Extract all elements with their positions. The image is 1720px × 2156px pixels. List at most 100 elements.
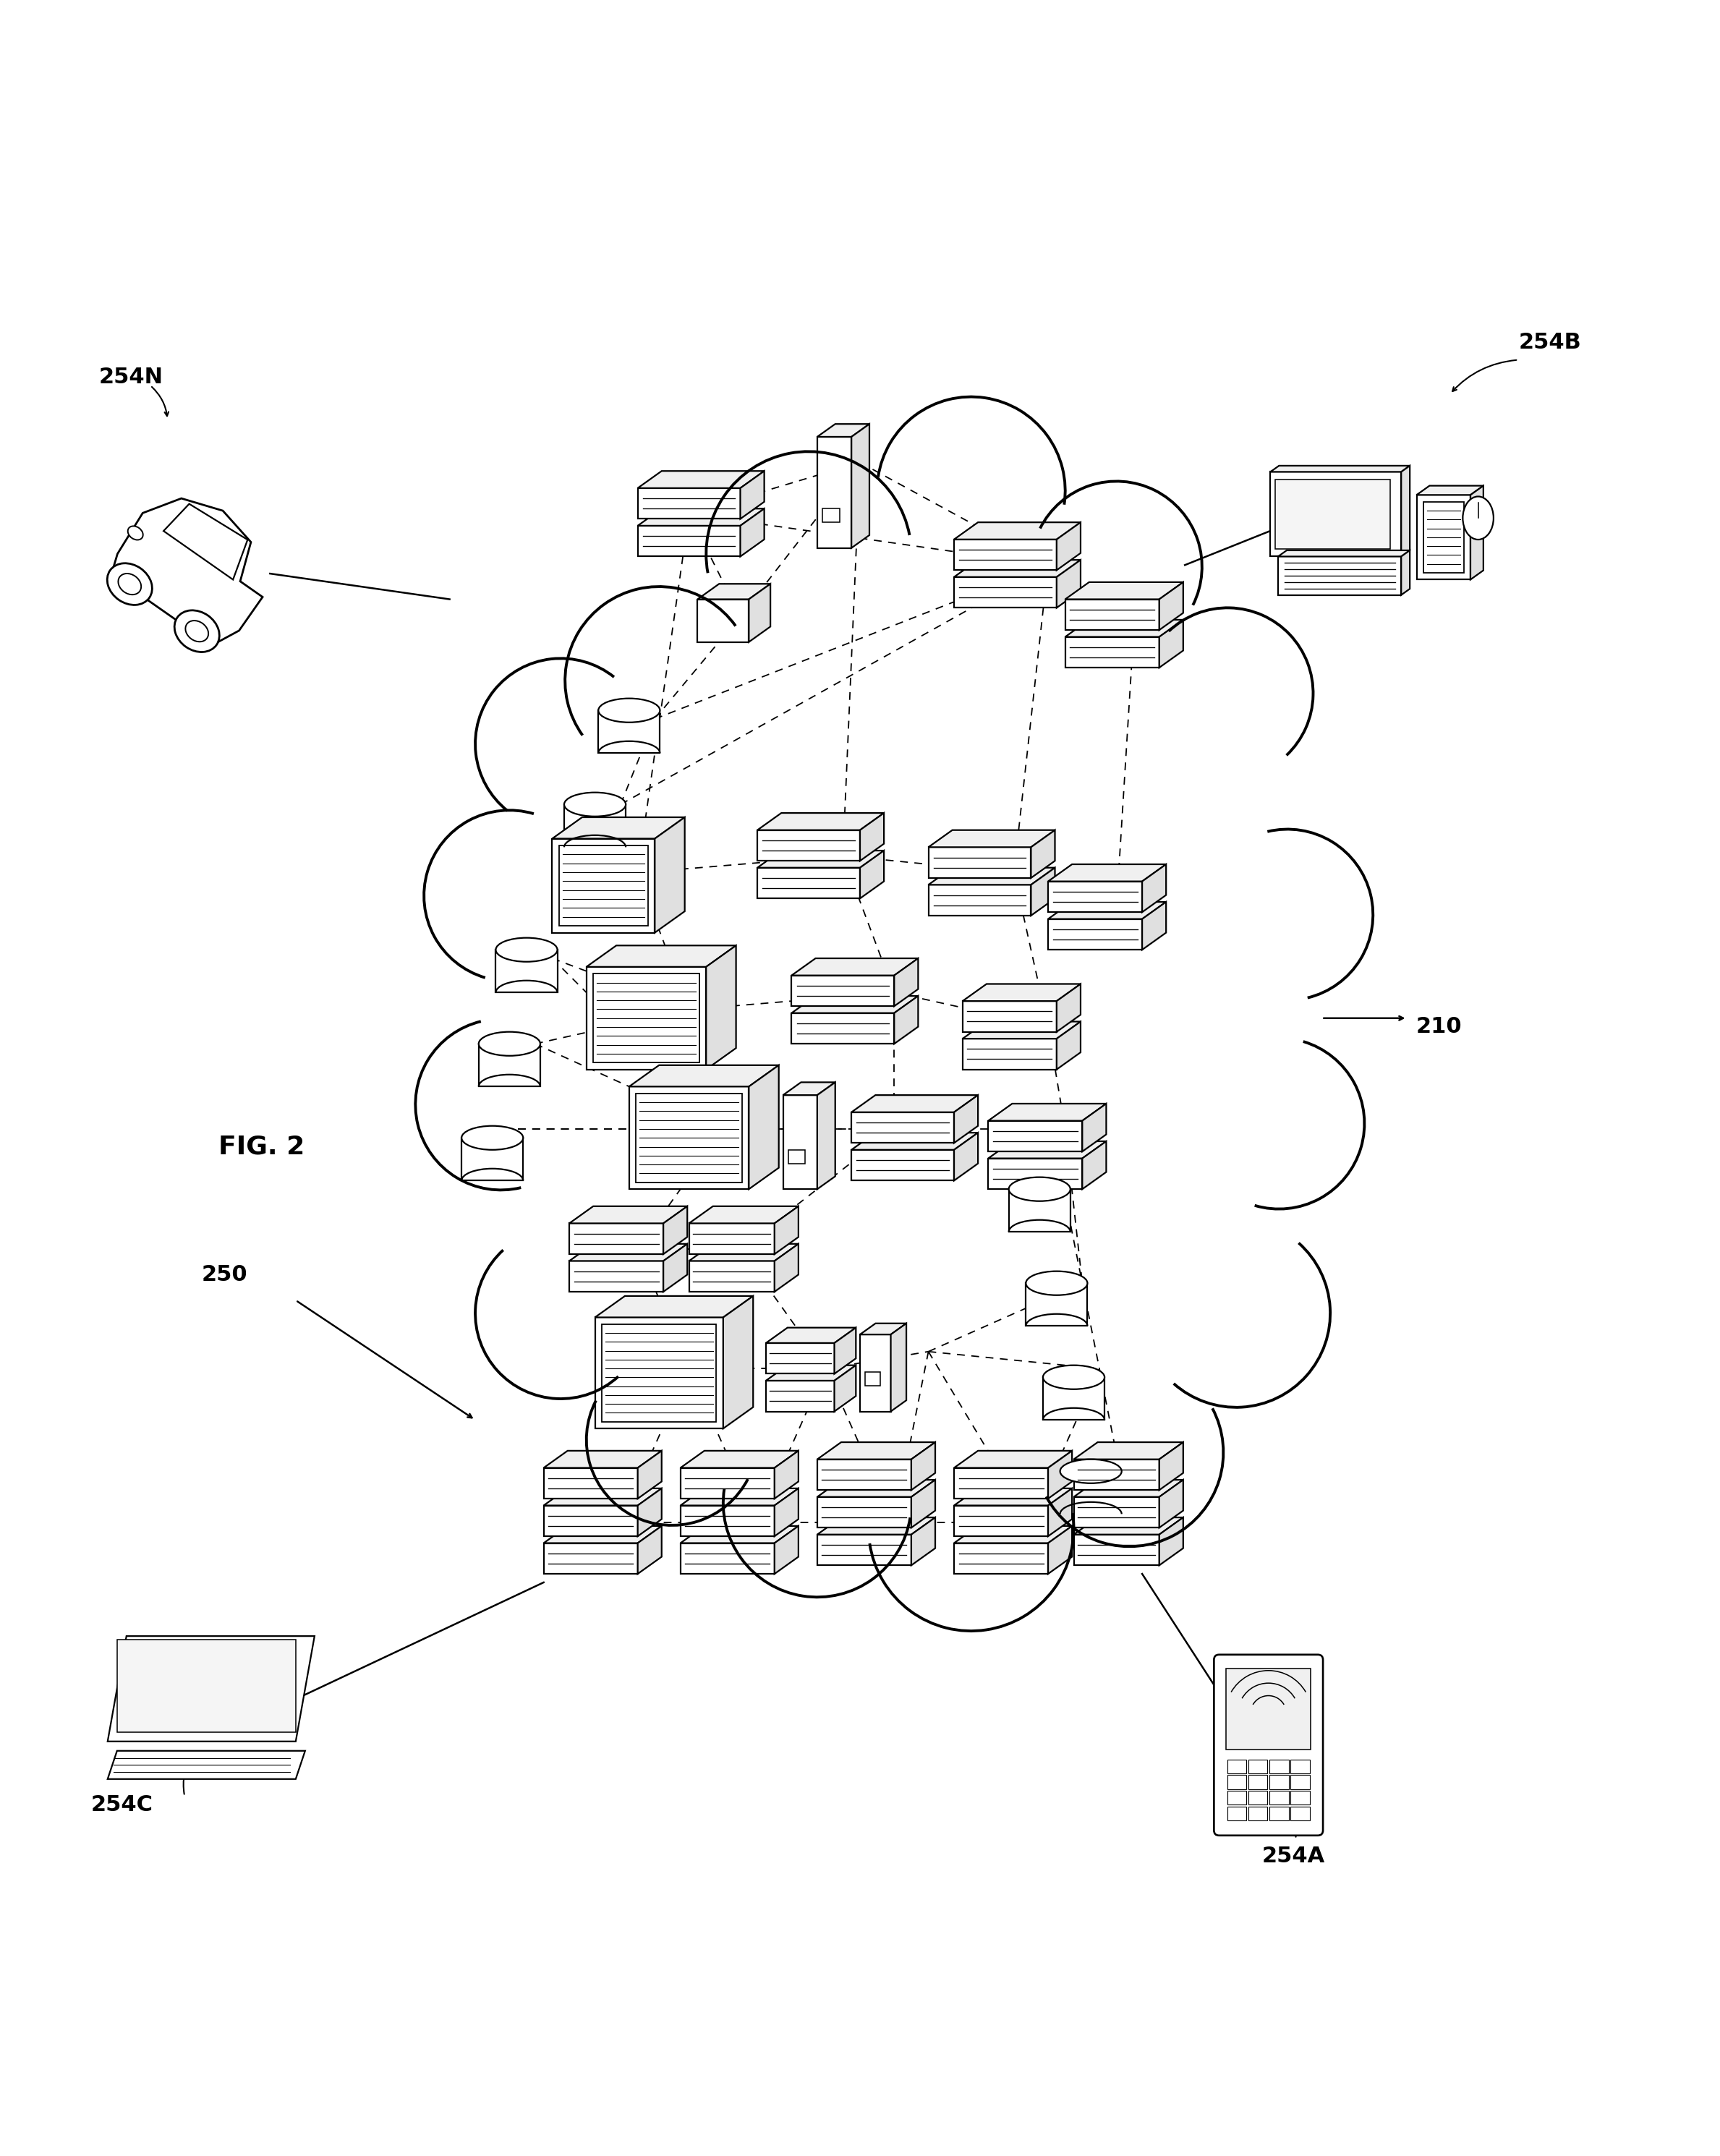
Polygon shape [783,1095,817,1190]
Polygon shape [851,1149,955,1181]
Bar [1226,1774,1247,1789]
Text: 250: 250 [201,1263,248,1285]
Polygon shape [630,1087,748,1190]
Polygon shape [1056,522,1080,569]
Polygon shape [929,867,1054,884]
Polygon shape [955,578,1056,608]
Polygon shape [791,1013,894,1044]
Polygon shape [1142,865,1166,912]
Polygon shape [1142,901,1166,951]
Polygon shape [851,1132,979,1149]
Polygon shape [740,470,764,520]
Polygon shape [765,1380,834,1412]
Polygon shape [955,1451,1072,1468]
Polygon shape [1056,561,1080,608]
Polygon shape [108,1751,304,1779]
Polygon shape [1047,1488,1072,1537]
Bar [1290,1792,1309,1805]
Polygon shape [765,1343,834,1373]
Text: FIG. 2: FIG. 2 [218,1134,304,1158]
Polygon shape [722,1296,753,1429]
Polygon shape [1402,466,1410,556]
Circle shape [1142,1220,1330,1408]
Polygon shape [860,1335,891,1412]
Ellipse shape [1008,1177,1070,1201]
Text: 254N: 254N [100,367,163,388]
Circle shape [587,1354,757,1524]
Polygon shape [851,1112,955,1143]
Polygon shape [757,867,860,899]
Polygon shape [564,804,626,847]
Polygon shape [1082,1141,1106,1190]
Polygon shape [544,1544,638,1574]
Polygon shape [587,966,707,1069]
Polygon shape [698,599,748,642]
Polygon shape [690,1222,774,1255]
Polygon shape [681,1526,798,1544]
Bar [1226,1792,1247,1805]
Polygon shape [595,1296,753,1317]
Polygon shape [955,522,1080,539]
Ellipse shape [564,793,626,817]
Polygon shape [963,983,1080,1000]
Polygon shape [690,1244,798,1261]
Polygon shape [638,509,764,526]
Polygon shape [834,1328,857,1373]
Bar [1226,1759,1247,1774]
Polygon shape [963,1039,1056,1069]
Polygon shape [955,1526,1072,1544]
Polygon shape [638,1451,662,1498]
Polygon shape [1047,865,1166,882]
Circle shape [416,1020,587,1190]
Polygon shape [817,1496,912,1529]
Text: 254A: 254A [1262,1846,1324,1867]
Polygon shape [112,498,263,645]
Bar [1269,1807,1288,1820]
Circle shape [475,658,647,830]
Polygon shape [1042,1378,1104,1421]
Polygon shape [955,1095,979,1143]
Polygon shape [894,996,918,1044]
Polygon shape [1030,830,1054,877]
Polygon shape [587,946,736,966]
Polygon shape [955,1544,1047,1574]
Polygon shape [1278,550,1410,556]
Polygon shape [544,1488,662,1505]
Polygon shape [1159,1479,1183,1529]
Polygon shape [817,1460,912,1490]
Polygon shape [1402,550,1410,595]
Polygon shape [569,1222,664,1255]
Bar [1290,1759,1309,1774]
Polygon shape [774,1451,798,1498]
Polygon shape [912,1518,936,1565]
Polygon shape [1065,636,1159,668]
Polygon shape [1047,918,1142,951]
Polygon shape [860,1324,906,1335]
Polygon shape [1047,1526,1072,1574]
Polygon shape [1073,1496,1159,1529]
Polygon shape [955,1488,1072,1505]
Bar [117,1641,296,1731]
Ellipse shape [107,563,151,606]
Circle shape [1035,1358,1223,1546]
Ellipse shape [119,573,141,595]
Polygon shape [664,1244,688,1291]
Polygon shape [630,1065,779,1087]
Polygon shape [681,1544,774,1574]
Polygon shape [1471,485,1483,580]
Polygon shape [478,1044,540,1087]
Bar [788,1149,805,1164]
Polygon shape [740,509,764,556]
Polygon shape [955,1505,1047,1537]
Polygon shape [1030,867,1054,916]
Polygon shape [817,438,851,548]
Polygon shape [552,817,685,839]
Circle shape [877,397,1065,584]
Polygon shape [955,1132,979,1181]
Polygon shape [698,584,771,599]
Polygon shape [544,1526,662,1544]
Bar [822,509,839,522]
Polygon shape [817,1082,836,1190]
Polygon shape [1159,1518,1183,1565]
Polygon shape [1056,983,1080,1033]
